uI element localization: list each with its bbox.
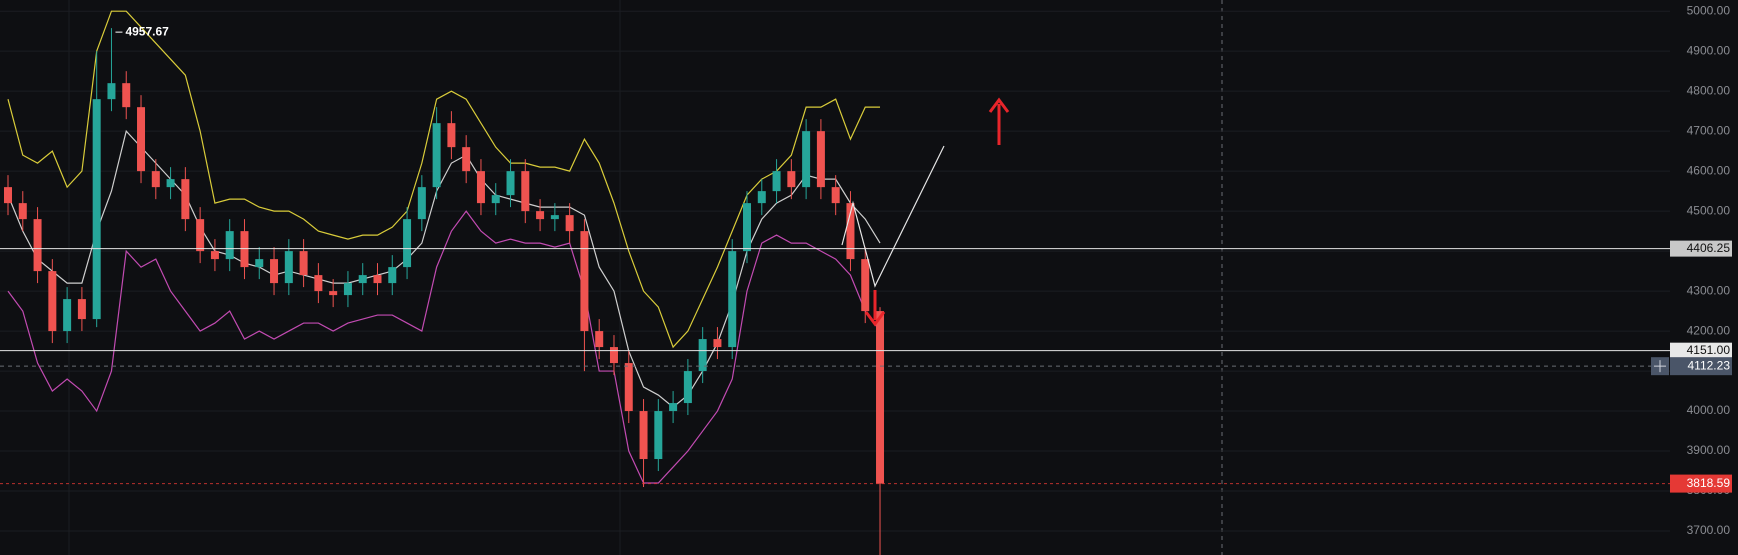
candle-body [299, 251, 308, 276]
candle-body [388, 267, 397, 284]
candle-body [181, 179, 190, 220]
candle-body [462, 147, 471, 172]
candle-body [196, 219, 205, 252]
y-tick-label: 4900.00 [1687, 43, 1731, 57]
candle-body [151, 171, 160, 188]
candle-body [432, 123, 441, 188]
candle-body [580, 231, 589, 332]
price-line-label: 4406.25 [1687, 241, 1731, 255]
y-tick-label: 4700.00 [1687, 123, 1731, 137]
candle-body [33, 219, 42, 272]
candle-body [713, 339, 722, 348]
candle-body [654, 411, 663, 460]
candle-body [743, 203, 751, 252]
band-line [7, 210, 881, 484]
last-price-tag [1670, 474, 1732, 493]
band-line [7, 10, 881, 349]
candle-body [417, 187, 426, 220]
candle-body [63, 299, 72, 332]
up-arrow-head [988, 97, 1010, 113]
y-tick-label: 4000.00 [1687, 403, 1731, 417]
candle-body [536, 211, 545, 220]
candle-body [210, 251, 219, 260]
candle-body [270, 259, 279, 284]
candle-body [521, 171, 530, 212]
candle-body [772, 171, 781, 192]
down-arrow-head [864, 311, 886, 327]
price-line-tag [1670, 342, 1732, 359]
candle-body [609, 347, 618, 364]
price-axis: 3700.003800.003900.004000.004100.004200.… [1651, 3, 1732, 537]
drawings [841, 97, 1010, 327]
candle-body [122, 83, 131, 108]
price-line-label: 4151.00 [1687, 343, 1731, 357]
candle-body [816, 131, 825, 188]
candle-body [506, 171, 515, 196]
candle-body [77, 299, 86, 320]
candle-body [343, 283, 352, 296]
candle-body [639, 411, 648, 460]
y-tick-label: 5000.00 [1687, 3, 1731, 17]
trend-drawing [841, 145, 945, 288]
crosshair-tag [1670, 357, 1732, 376]
price-line-tag [1670, 240, 1732, 257]
y-tick-label: 3900.00 [1687, 443, 1731, 457]
y-tick-label: 4500.00 [1687, 203, 1731, 217]
candle-body [373, 275, 382, 284]
plot: 4957.67 [0, 10, 1670, 555]
y-tick-label: 3700.00 [1687, 523, 1731, 537]
candle-body [846, 203, 855, 260]
candle-body [48, 271, 57, 332]
candle-body [550, 215, 559, 220]
candle-body [861, 259, 870, 312]
candle-body [92, 99, 101, 320]
high-label: 4957.67 [125, 24, 169, 38]
y-tick-label: 4600.00 [1687, 163, 1731, 177]
candle-body [728, 251, 737, 348]
candle-body [447, 123, 456, 148]
candle-body [4, 187, 12, 204]
candle-body [683, 371, 692, 404]
candle-body [284, 251, 293, 284]
candle-body [476, 171, 485, 204]
candle-body [358, 275, 367, 284]
candle-body [565, 215, 574, 232]
crosshair-label: 4112.23 [1688, 358, 1731, 372]
candle-body [802, 131, 811, 188]
candle-body [255, 259, 264, 268]
candle-body [669, 403, 678, 412]
candle-body [876, 311, 885, 484]
candle-body [166, 179, 175, 188]
candle-body [757, 191, 766, 204]
candle-body [491, 195, 500, 204]
candle-body [314, 275, 323, 292]
candle-body [698, 339, 707, 372]
candle-body [107, 83, 116, 100]
candle-body [18, 203, 27, 220]
candle-body [403, 219, 412, 268]
candle-body [624, 363, 633, 412]
candle-body [329, 291, 338, 296]
y-tick-label: 4300.00 [1687, 283, 1731, 297]
y-tick-label: 4800.00 [1687, 83, 1731, 97]
grid [0, 0, 1670, 555]
candle-body [787, 171, 796, 188]
crosshair-plus [1654, 360, 1666, 373]
y-tick-label: 4200.00 [1687, 323, 1731, 337]
candle-body [831, 187, 840, 204]
last-price-label: 3818.59 [1687, 476, 1731, 490]
candle-body [137, 107, 146, 172]
candle-body [595, 331, 604, 348]
candle-body [225, 231, 234, 260]
